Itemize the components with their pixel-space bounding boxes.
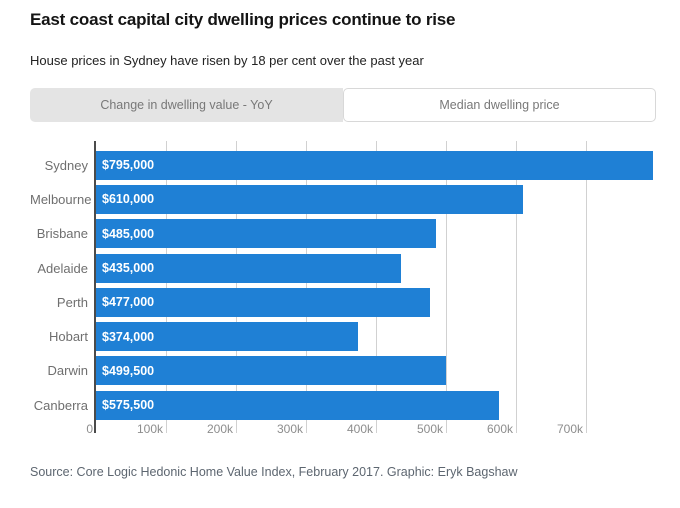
category-label: Melbourne [30,191,92,207]
category-label: Brisbane [36,226,88,242]
tab-change-in-dwelling-value[interactable]: Change in dwelling value - YoY [30,88,343,122]
bar-row: Melbourne $610,000 [30,182,656,216]
bar: $795,000 [96,150,653,180]
bar: $610,000 [96,184,523,214]
bar: $575,500 [96,390,499,420]
bar-chart: Sydney $795,000 Melbourne $610,000 Brisbane $… [30,141,656,441]
x-axis-tick-label: 500k [416,422,443,436]
gridline [446,141,447,433]
bar-value-label: $610,000 [102,192,155,207]
gridline [166,141,167,433]
gridline [236,141,237,433]
bar-value-label: $575,500 [102,398,155,413]
x-axis-tick-label: 300k [276,422,303,436]
category-label: Hobart [48,329,88,345]
chart-subtitle: House prices in Sydney have risen by 18 … [30,53,424,68]
bar-value-label: $795,000 [102,158,155,173]
bar-row: Darwin $499,500 [30,354,656,388]
x-axis-tick-label: 200k [206,422,233,436]
gridline [516,141,517,433]
bar-value-label: $485,000 [102,226,155,241]
bar-row: Adelaide $435,000 [30,251,656,285]
gridline [376,141,377,433]
source-note: Source: Core Logic Hedonic Home Value In… [30,465,518,479]
gridline [586,141,587,433]
bar: $374,000 [96,322,358,352]
bar: $477,000 [96,287,430,317]
tab-median-dwelling-price[interactable]: Median dwelling price [343,88,656,122]
category-label: Adelaide [37,260,88,276]
tab-bar: Change in dwelling value - YoY Median dw… [30,88,656,122]
bar-row: Sydney $795,000 [30,148,656,182]
x-axis-tick-label: 100k [136,422,163,436]
bar-value-label: $374,000 [102,329,155,344]
bar-row: Canberra $575,500 [30,388,656,422]
gridline [306,141,307,433]
page-title: East coast capital city dwelling prices … [30,10,456,29]
chart-widget: East coast capital city dwelling prices … [0,10,680,508]
bar-value-label: $435,000 [102,261,155,276]
bar: $499,500 [96,356,446,386]
bar-rows: Sydney $795,000 Melbourne $610,000 Brisbane $… [30,148,656,422]
x-axis-tick-label: 600k [486,422,513,436]
x-axis-tick-label: 400k [346,422,373,436]
bar-row: Brisbane $485,000 [30,217,656,251]
category-label: Canberra [33,397,88,413]
bar-value-label: $477,000 [102,295,155,310]
bar: $435,000 [96,253,401,283]
category-label: Darwin [47,363,88,379]
axis-zero-line [94,141,96,433]
category-label: Sydney [44,157,88,173]
bar-row: Hobart $374,000 [30,319,656,353]
x-axis-tick-label: 700k [556,422,583,436]
bar-value-label: $499,500 [102,363,155,378]
bar: $485,000 [96,219,436,249]
x-axis-tick-label: 0 [86,422,93,436]
category-label: Perth [56,294,88,310]
bar-row: Perth $477,000 [30,285,656,319]
